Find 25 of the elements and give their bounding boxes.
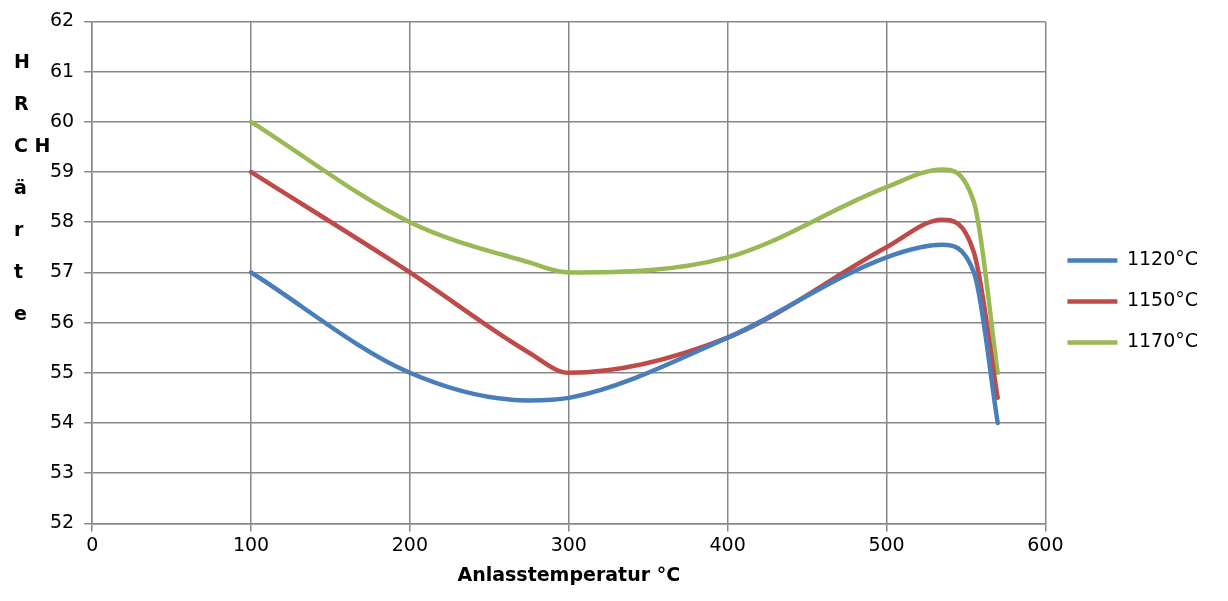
- legend-label: 1170°C: [1126, 329, 1198, 352]
- x-tick-label: 0: [86, 532, 99, 555]
- y-tick-label: 56: [49, 309, 75, 332]
- y-tick-label: 62: [49, 8, 75, 31]
- y-tick-label: 58: [49, 209, 75, 232]
- x-tick-label: 300: [550, 532, 587, 555]
- x-tick-label: 500: [868, 532, 905, 555]
- y-axis-title: HRC Härte: [14, 49, 51, 326]
- y-tick-label: 53: [49, 460, 75, 483]
- x-axis-title: Anlasstemperatur °C: [457, 562, 681, 585]
- legend-label: 1150°C: [1126, 288, 1198, 311]
- y-tick-label: 52: [49, 510, 75, 533]
- y-tick-label: 55: [49, 359, 75, 382]
- x-tick-label: 100: [232, 532, 270, 555]
- x-tick-label: 200: [391, 532, 429, 555]
- legend-label: 1120°C: [1126, 247, 1198, 270]
- x-tick-label: 600: [1027, 532, 1064, 555]
- y-tick-label: 59: [49, 158, 75, 181]
- y-tick-label: 61: [49, 58, 75, 81]
- y-tick-label: 54: [49, 409, 75, 432]
- line-series: [248, 119, 1000, 376]
- x-tick-label: 400: [709, 532, 746, 555]
- line-series: [248, 242, 1000, 426]
- y-tick-label: 57: [49, 259, 75, 282]
- y-tick-label: 60: [49, 108, 75, 131]
